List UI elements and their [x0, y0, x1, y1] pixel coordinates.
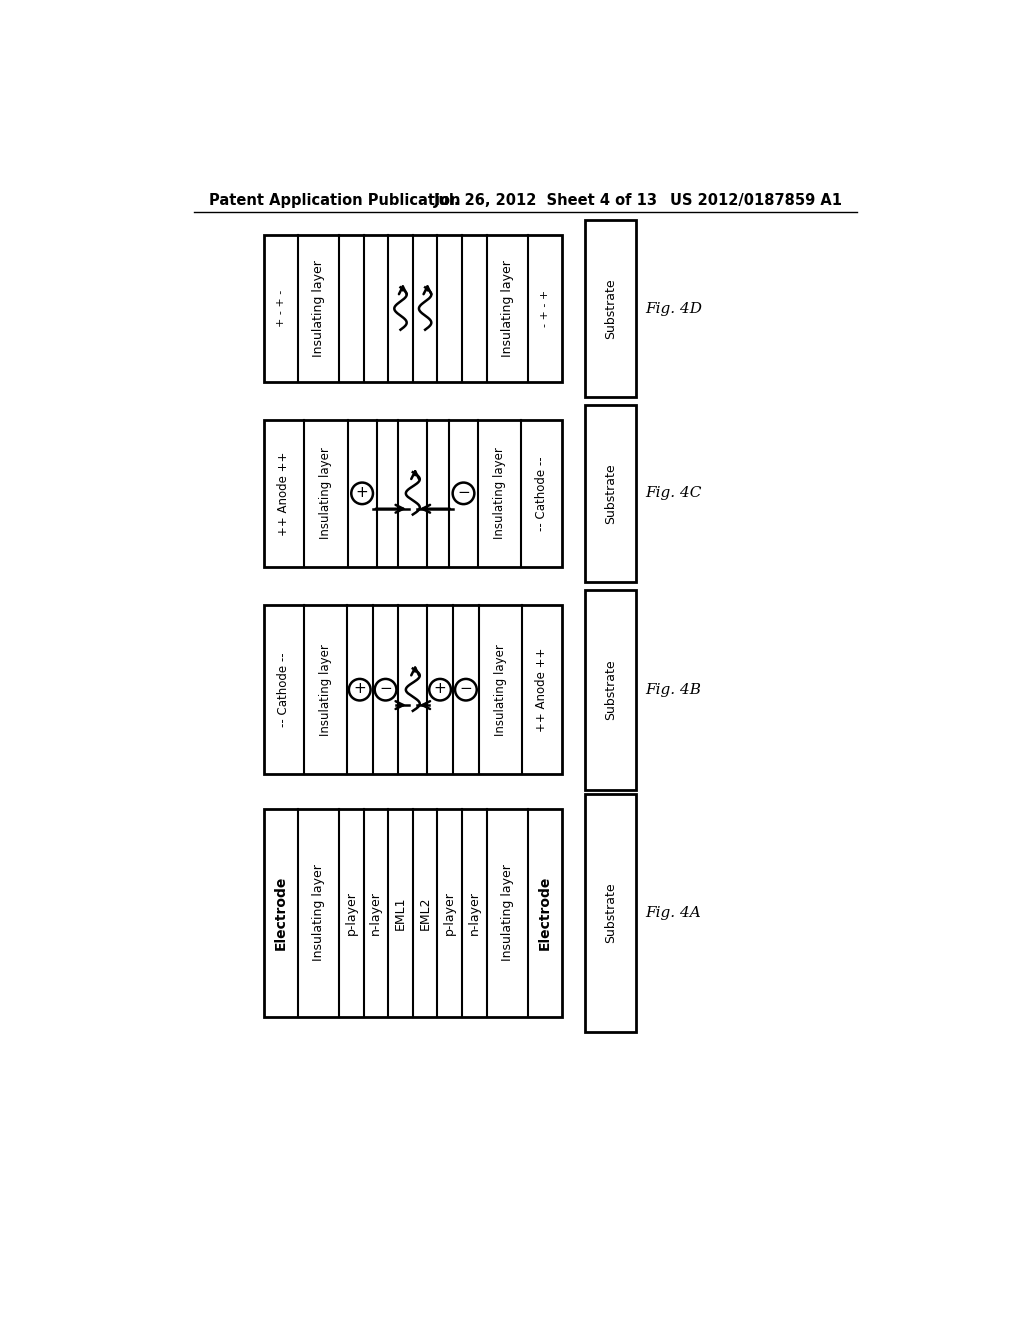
- Text: ++ Anode ++: ++ Anode ++: [278, 451, 291, 536]
- Bar: [263, 605, 562, 775]
- Text: +: +: [355, 484, 369, 500]
- Bar: [586, 220, 636, 397]
- Text: Insulating layer: Insulating layer: [494, 644, 507, 735]
- Bar: [263, 235, 562, 381]
- Text: Insulating layer: Insulating layer: [501, 260, 514, 356]
- Circle shape: [375, 678, 396, 701]
- Text: Fig. 4D: Fig. 4D: [645, 301, 701, 315]
- Circle shape: [351, 483, 373, 504]
- Bar: [263, 420, 562, 566]
- Text: -- Cathode --: -- Cathode --: [536, 455, 548, 531]
- Text: Fig. 4B: Fig. 4B: [645, 682, 700, 697]
- Text: +: +: [434, 681, 446, 697]
- Text: Insulating layer: Insulating layer: [312, 260, 325, 356]
- Bar: [586, 590, 636, 789]
- Circle shape: [349, 678, 371, 701]
- Text: n-layer: n-layer: [370, 891, 382, 935]
- Text: Substrate: Substrate: [604, 463, 616, 524]
- Text: Substrate: Substrate: [604, 883, 616, 944]
- Text: +: +: [353, 681, 367, 697]
- Text: Fig. 4C: Fig. 4C: [645, 486, 701, 500]
- Text: US 2012/0187859 A1: US 2012/0187859 A1: [671, 193, 843, 209]
- Text: −: −: [457, 484, 470, 500]
- Text: Substrate: Substrate: [604, 660, 616, 719]
- Text: Patent Application Publication: Patent Application Publication: [209, 193, 461, 209]
- Text: p-layer: p-layer: [345, 891, 357, 935]
- Text: Insulating layer: Insulating layer: [318, 644, 332, 735]
- Circle shape: [455, 678, 477, 701]
- Text: Fig. 4A: Fig. 4A: [645, 906, 700, 920]
- Text: Electrode: Electrode: [538, 875, 552, 950]
- Text: −: −: [379, 681, 392, 697]
- Text: EML2: EML2: [419, 896, 432, 929]
- Text: Insulating layer: Insulating layer: [319, 447, 333, 540]
- Text: Substrate: Substrate: [604, 279, 616, 339]
- Text: Insulating layer: Insulating layer: [501, 865, 514, 961]
- Text: Jul. 26, 2012  Sheet 4 of 13: Jul. 26, 2012 Sheet 4 of 13: [434, 193, 658, 209]
- Text: p-layer: p-layer: [443, 891, 457, 935]
- Text: EML1: EML1: [394, 896, 407, 929]
- Circle shape: [453, 483, 474, 504]
- Bar: [586, 405, 636, 582]
- Text: + - + -: + - + -: [275, 290, 286, 327]
- Text: ++ Anode ++: ++ Anode ++: [536, 648, 549, 731]
- Text: Electrode: Electrode: [273, 875, 288, 950]
- Bar: [263, 809, 562, 1016]
- Text: Insulating layer: Insulating layer: [494, 447, 506, 540]
- Text: -- Cathode --: -- Cathode --: [278, 652, 290, 727]
- Bar: [586, 793, 636, 1032]
- Circle shape: [429, 678, 451, 701]
- Text: Insulating layer: Insulating layer: [312, 865, 325, 961]
- Text: n-layer: n-layer: [468, 891, 481, 935]
- Text: −: −: [460, 681, 472, 697]
- Text: - + - +: - + - +: [540, 290, 550, 327]
